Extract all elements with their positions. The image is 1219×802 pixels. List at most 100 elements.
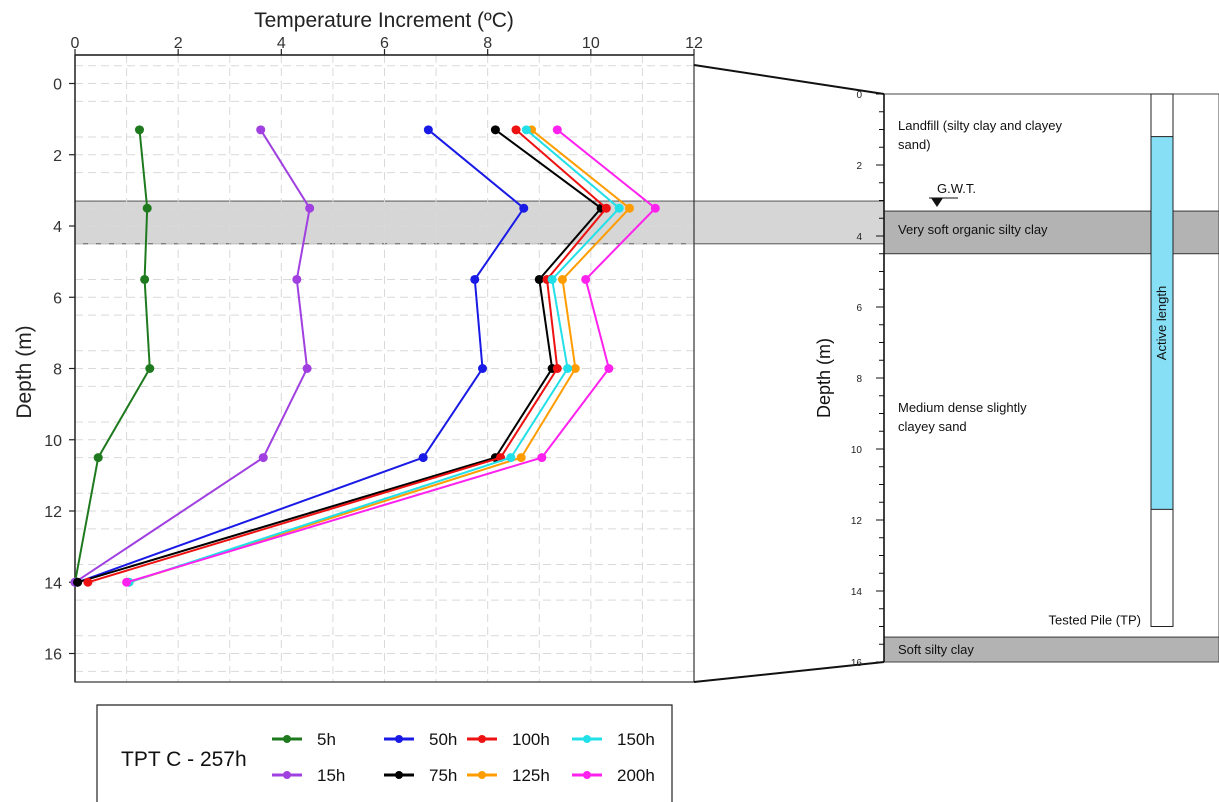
x-axis-ticks: 0 2 4 6 8 10 12 — [71, 35, 703, 55]
profile-depth-ticks: 0 2 4 6 8 10 12 14 16 — [851, 90, 884, 669]
y-axis-ticks: 0 2 4 6 8 10 12 14 16 — [44, 77, 75, 664]
legend-marker-150h — [583, 735, 591, 743]
data-point-150h — [547, 274, 557, 284]
data-point-50h — [519, 203, 529, 213]
y-tick-label: 10 — [44, 433, 62, 450]
data-point-5h — [140, 274, 150, 284]
profile-y-axis-title: Depth (m) — [814, 338, 834, 418]
profile-tick-label: 2 — [856, 161, 862, 172]
legend-label-50h: 50h — [429, 730, 457, 749]
series-line-150h — [128, 129, 621, 584]
layer-label-medium-dense-line1: Medium dense slightly — [898, 400, 1027, 415]
layer-label-medium-dense-line2: clayey sand — [898, 419, 967, 434]
data-point-15h — [256, 125, 266, 135]
layer-label-landfill-line1: Landfill (silty clay and clayey — [898, 118, 1063, 133]
data-point-5h — [145, 364, 155, 373]
series-group — [70, 125, 660, 587]
legend: TPT C - 257h 5h 15h 50h 75h 100h 125h 150h 200h — [96, 704, 673, 802]
data-point-200h — [581, 274, 591, 284]
profile-tick-label: 14 — [851, 587, 863, 598]
legend-label-200h: 200h — [617, 766, 655, 785]
layer-label-soft-silty: Soft silty clay — [898, 642, 974, 657]
x-tick-label: 4 — [277, 35, 286, 52]
x-tick-label: 2 — [174, 35, 183, 52]
layer-label-landfill-line2: sand) — [898, 137, 931, 152]
legend-marker-100h — [478, 735, 486, 743]
series-line-50h — [77, 129, 526, 584]
data-point-5h — [142, 203, 152, 213]
active-length-label: Active length — [1154, 286, 1169, 360]
connector-line-top — [693, 64, 885, 95]
legend-title: TPT C - 257h — [121, 748, 247, 771]
data-point-125h — [516, 453, 526, 463]
data-point-200h — [650, 203, 660, 213]
legend-label-150h: 150h — [617, 730, 655, 749]
active-length-bar — [1150, 136, 1174, 510]
legend-marker-5h — [283, 735, 291, 743]
data-point-50h — [423, 125, 433, 135]
legend-label-75h: 75h — [429, 766, 457, 785]
data-point-15h — [258, 453, 268, 463]
data-point-100h — [511, 125, 521, 135]
legend-label-5h: 5h — [317, 730, 336, 749]
data-point-125h — [625, 203, 635, 213]
legend-marker-125h — [478, 771, 486, 779]
x-tick-label: 0 — [71, 35, 80, 52]
series-line-5h — [74, 129, 151, 583]
legend-label-125h: 125h — [512, 766, 550, 785]
x-tick-label: 8 — [483, 35, 492, 52]
data-point-50h — [418, 453, 428, 463]
gwt-marker: G.W.T. — [929, 181, 976, 208]
soil-profile: Landfill (silty clay and clayey sand) Very… — [814, 90, 1219, 669]
legend-frame — [96, 704, 673, 802]
series-line-75h — [77, 128, 603, 584]
series-line-200h — [126, 129, 657, 584]
legend-label-100h: 100h — [512, 730, 550, 749]
profile-tick-label: 4 — [856, 232, 862, 243]
data-point-100h — [552, 364, 562, 373]
data-point-200h — [552, 125, 562, 135]
data-point-15h — [305, 203, 315, 213]
y-tick-label: 14 — [44, 575, 62, 592]
data-point-200h — [604, 364, 614, 373]
data-point-125h — [557, 274, 567, 284]
layer-label-very-soft: Very soft organic silty clay — [898, 222, 1048, 237]
profile-tick-label: 6 — [856, 303, 862, 314]
data-point-150h — [506, 453, 516, 463]
data-point-15h — [302, 364, 312, 373]
legend-marker-15h — [283, 771, 291, 779]
profile-tick-label: 10 — [851, 445, 863, 456]
data-point-100h — [601, 203, 611, 213]
data-point-75h — [73, 577, 83, 587]
series-line-125h — [128, 129, 631, 584]
legend-marker-200h — [583, 771, 591, 779]
x-tick-label: 10 — [582, 35, 600, 52]
y-tick-label: 6 — [53, 290, 62, 307]
data-point-100h — [83, 577, 93, 587]
profile-tick-label: 12 — [851, 516, 863, 527]
data-point-200h — [537, 453, 547, 463]
y-axis-title: Depth (m) — [13, 325, 36, 418]
y-tick-label: 8 — [53, 362, 62, 379]
data-point-125h — [570, 364, 580, 373]
series-line-15h — [74, 129, 311, 584]
profile-tick-label: 0 — [856, 90, 862, 101]
legend-items: 5h 15h 50h 75h 100h 125h 150h 200h — [272, 730, 655, 785]
gwt-triangle-icon — [931, 198, 943, 208]
x-tick-label: 12 — [685, 35, 703, 52]
data-point-150h — [563, 364, 573, 373]
x-axis-title: Temperature Increment (ºC) — [254, 9, 514, 32]
data-point-150h — [614, 203, 624, 213]
data-point-50h — [478, 364, 488, 373]
y-tick-label: 16 — [44, 647, 62, 664]
layer-3 — [883, 636, 1219, 663]
grid-lines — [75, 55, 694, 682]
connector-line-bottom — [693, 661, 885, 683]
data-point-15h — [292, 274, 302, 284]
profile-tick-label: 16 — [851, 658, 863, 669]
legend-marker-75h — [395, 771, 403, 779]
y-tick-label: 12 — [44, 504, 62, 521]
data-point-50h — [470, 274, 480, 284]
profile-tick-label: 8 — [856, 374, 862, 385]
